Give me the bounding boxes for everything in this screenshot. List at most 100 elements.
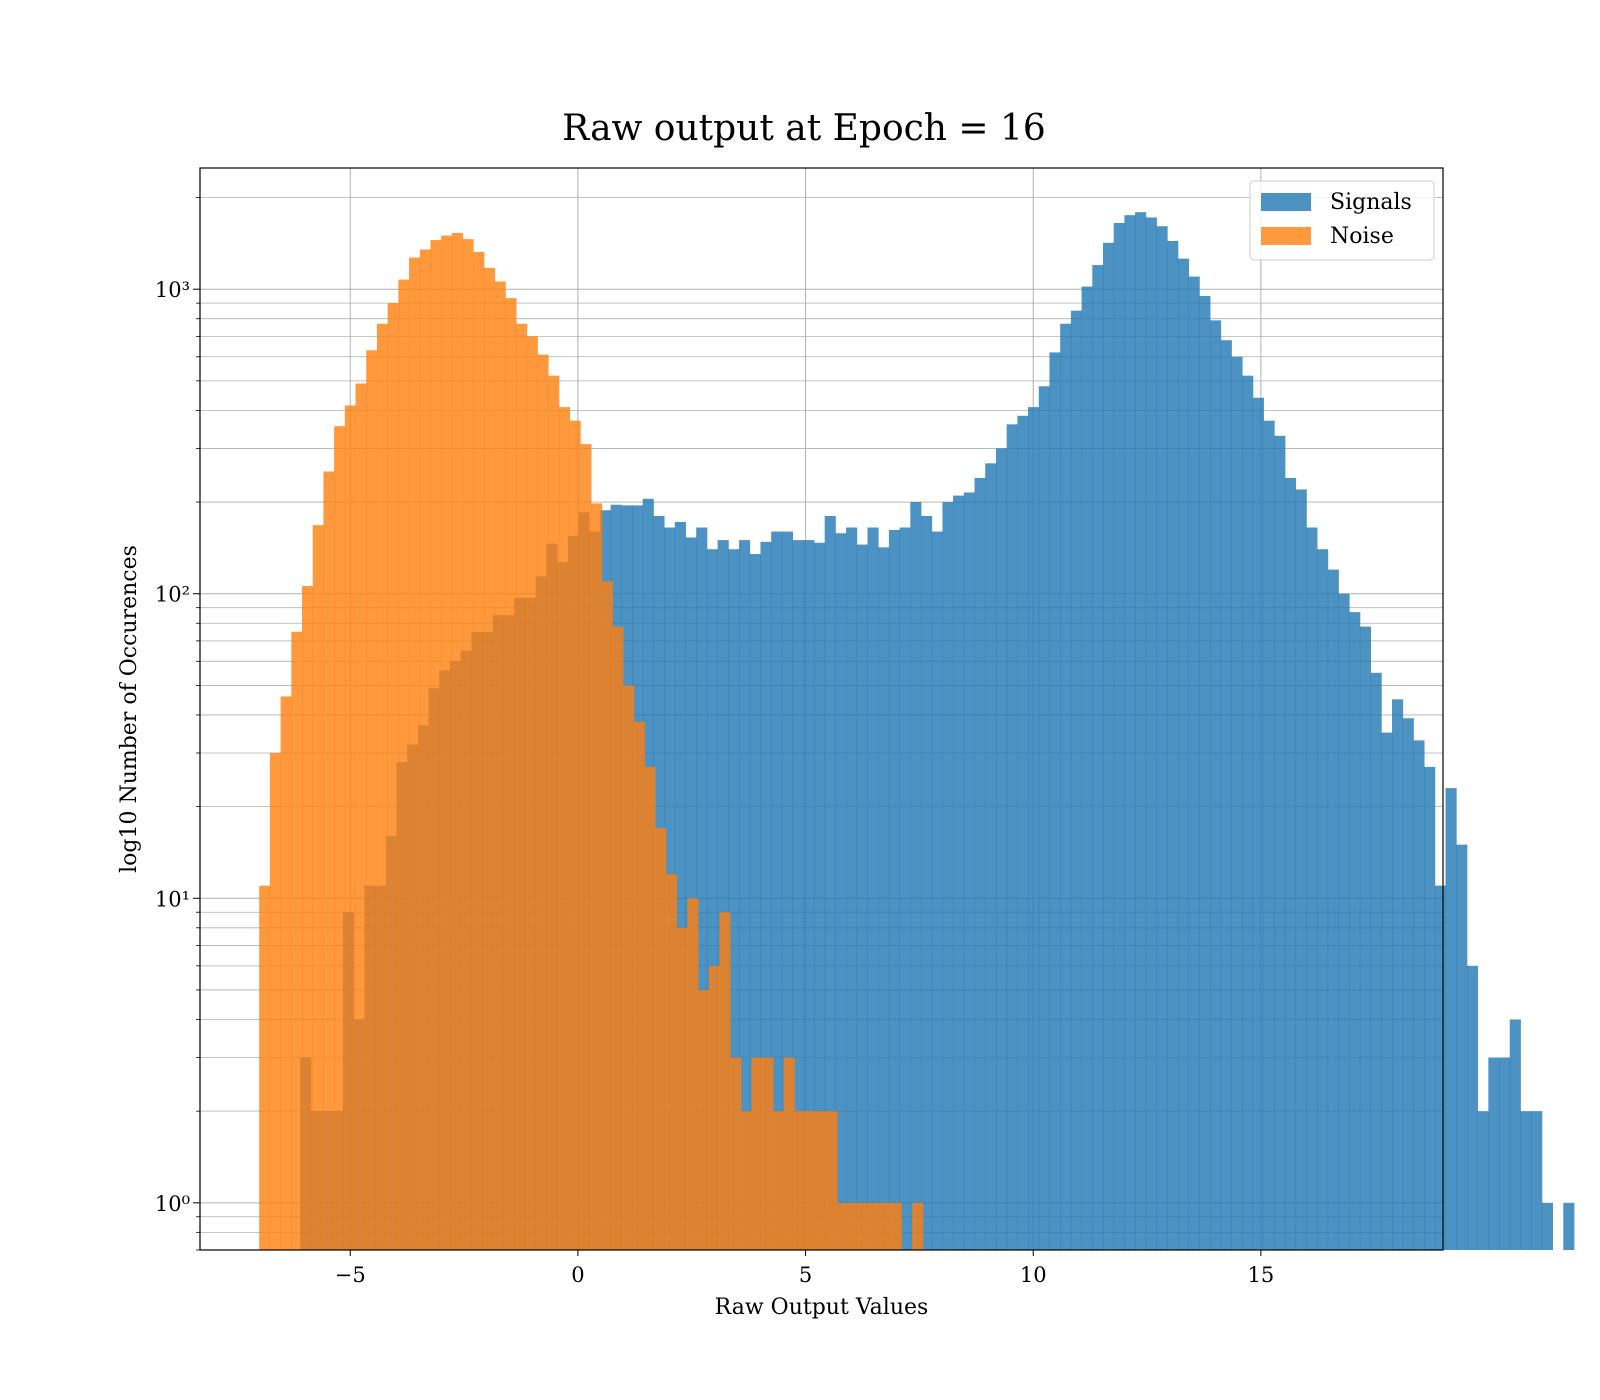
noise-bar [890,1202,902,1250]
signals-bar [899,527,911,1250]
x-tick-label: 10 [1020,1263,1047,1287]
signals-bar [1210,320,1222,1250]
signals-bar [1381,732,1393,1250]
signals-bar [953,495,965,1250]
noise-bar [869,1202,881,1250]
noise-bar [740,1111,752,1250]
y-tick-label: 10¹ [155,887,190,911]
signals-bar [1402,718,1414,1250]
signals-bar [1028,407,1040,1250]
signals-bar [963,492,975,1250]
signals-bar [835,533,847,1250]
noise-bar [794,1111,806,1250]
signals-bar [1349,612,1361,1250]
noise-bar [505,298,517,1250]
legend-swatch-signals [1261,193,1311,211]
noise-bar [858,1202,870,1250]
noise-bar [612,626,624,1250]
noise-bar [473,251,485,1250]
signals-bar [760,541,772,1250]
noise-bar [730,1057,742,1250]
signals-bar [1242,375,1254,1250]
noise-bar [259,885,271,1250]
signals-bar [974,477,986,1251]
noise-bar [302,586,314,1250]
signals-bar [674,522,686,1250]
noise-bar [762,1057,774,1250]
signals-bar [696,527,708,1250]
signals-bar [1145,217,1157,1250]
signals-bar [1038,386,1050,1250]
noise-bar [751,1057,763,1250]
signals-bar [910,502,922,1251]
signals-bar [1070,310,1082,1250]
x-tick-label: 15 [1248,1263,1275,1287]
x-tick-label: 0 [571,1263,584,1287]
signals-bar [1541,1202,1553,1250]
noise-bar [880,1202,892,1250]
noise-bar [387,303,399,1250]
legend-label-signals: Signals [1330,190,1412,215]
noise-bar [773,1111,785,1250]
noise-bar [280,696,292,1250]
signals-bar [1466,965,1479,1250]
noise-bar [462,239,474,1250]
signals-bar [749,554,761,1250]
signals-bar [1102,242,1115,1251]
signals-bar [1370,672,1382,1250]
signals-bar [1006,424,1018,1251]
signals-bar [878,547,890,1250]
signals-bar [867,527,879,1250]
signals-bar [813,542,826,1250]
noise-bar [826,1111,838,1250]
noise-bar [430,240,442,1250]
signals-bar [1424,766,1436,1250]
noise-bar [665,874,678,1250]
signals-bar [995,448,1008,1251]
noise-bar [494,281,506,1250]
signals-bar [1295,489,1307,1250]
signals-bar [771,531,783,1250]
noise-bar [644,766,656,1250]
noise-bar [805,1111,817,1250]
signals-bar [1499,1057,1511,1250]
noise-bar [708,965,720,1250]
noise-bar [548,375,560,1250]
noise-bar [441,235,453,1250]
noise-bar [847,1202,860,1250]
signals-bar [1445,788,1457,1250]
noise-bar [698,989,710,1250]
signals-bar [1520,1111,1532,1250]
signals-bar [1392,699,1404,1250]
signals-bar [1327,569,1339,1250]
axis-ticks: −5 0 5 10 15 10⁰ 10¹ 10² 10³ [155,197,1275,1287]
signals-bar [1274,435,1286,1251]
noise-bar [398,279,410,1250]
signals-bar [888,529,901,1250]
signals-bar [1017,415,1029,1251]
signals-bar [739,540,751,1250]
noise-bar [837,1202,849,1250]
signals-bar [1252,397,1264,1251]
noise-bar [376,323,389,1250]
signals-bar [1488,1057,1500,1250]
legend-label-noise: Noise [1330,224,1394,249]
y-tick-label: 10⁰ [155,1192,190,1216]
legend-swatch-noise [1261,227,1311,245]
signals-bar [1135,212,1147,1250]
signals-bar [1167,240,1179,1251]
noise-bar [409,257,421,1250]
signals-bar [1306,527,1318,1250]
signals-bar [803,540,815,1250]
noise-bar [687,898,699,1250]
noise-bar [366,350,378,1250]
noise-bar [633,721,645,1250]
noise-bar [623,685,635,1250]
noise-bar [291,631,303,1250]
noise-bar [419,249,431,1251]
noise-bar [719,912,731,1250]
signals-bar [1317,549,1329,1250]
signals-bar [1456,844,1468,1250]
signals-bar [1177,258,1190,1250]
signals-bar [856,544,868,1250]
